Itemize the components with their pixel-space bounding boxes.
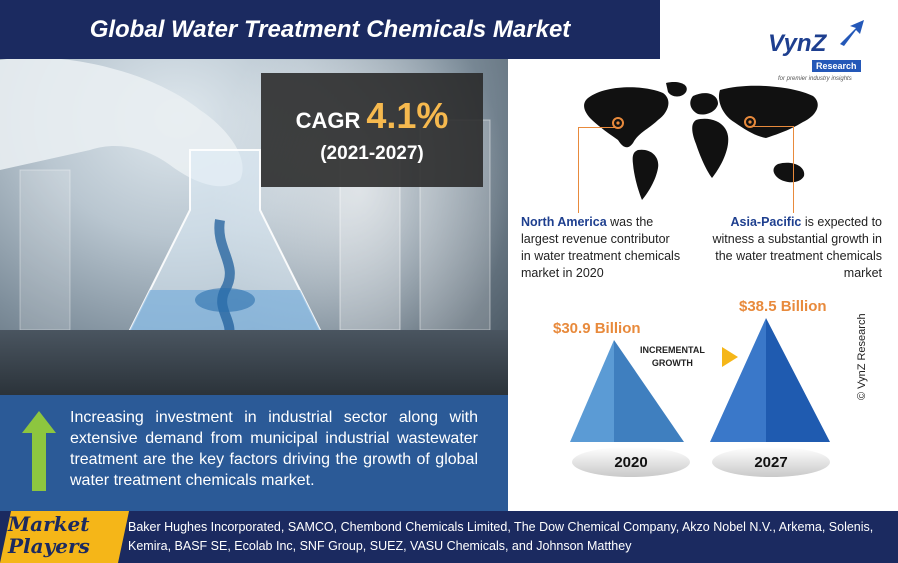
north-america-text: North America was the largest revenue co… xyxy=(521,214,681,282)
incremental-growth-label: INCREMENTAL GROWTH xyxy=(640,344,705,370)
photo-floor xyxy=(0,330,508,395)
market-value-2027: $38.5 Billion xyxy=(739,298,827,315)
pyramid-2027-left xyxy=(710,318,766,442)
logo-sub: Research xyxy=(812,60,861,72)
cagr-box: CAGR 4.1% (2021-2027) xyxy=(261,73,483,187)
asia-pacific-text: Asia-Pacific is expected to witness a su… xyxy=(712,214,882,282)
pyramid-2027-right xyxy=(766,318,830,442)
drivers-text: Increasing investment in industrial sect… xyxy=(70,409,478,489)
na-leader-line xyxy=(578,127,618,213)
logo-tagline: for premier industry insights xyxy=(778,76,852,82)
logo-name: VynZ xyxy=(768,30,827,57)
north-america-label: North America xyxy=(521,215,607,229)
market-players-list: Baker Hughes Incorporated, SAMCO, Chembo… xyxy=(128,520,874,553)
growth-up-arrow-icon xyxy=(22,411,56,491)
drivers-panel: Increasing investment in industrial sect… xyxy=(0,395,508,511)
ap-leader-line xyxy=(750,126,794,213)
market-players-label: Market Players xyxy=(8,513,118,557)
pyramid-2020-left xyxy=(570,340,614,442)
incremental-growth-line2: GROWTH xyxy=(651,358,693,368)
market-players-footer: Market Players Baker Hughes Incorporated… xyxy=(0,511,898,563)
asia-pacific-label: Asia-Pacific xyxy=(730,215,802,229)
incremental-growth-line1: INCREMENTAL xyxy=(640,345,705,355)
incremental-arrow-icon xyxy=(722,347,738,367)
asia-pacific-description: is expected to witness a substantial gro… xyxy=(712,215,882,280)
vynz-logo: VynZ Research for premier industry insig… xyxy=(750,12,880,90)
logo-arrow-icon xyxy=(840,20,864,46)
cagr-period: (2021-2027) xyxy=(320,143,424,164)
page-title: Global Water Treatment Chemicals Market xyxy=(89,15,571,43)
cagr-line: CAGR 4.1% xyxy=(296,95,449,137)
lab-photo xyxy=(0,0,508,395)
title-bar: Global Water Treatment Chemicals Market xyxy=(0,0,660,59)
copyright-text: © VynZ Research xyxy=(856,313,868,400)
north-america-description: was the largest revenue contributor in w… xyxy=(521,215,681,280)
market-value-2020: $30.9 Billion xyxy=(553,320,641,337)
year-label-2020: 2020 xyxy=(572,447,690,477)
cagr-value: 4.1% xyxy=(366,95,449,136)
year-label-2027: 2027 xyxy=(712,447,830,477)
cagr-label: CAGR xyxy=(295,108,361,133)
world-map-icon xyxy=(584,82,818,200)
market-players-label-line1: Market xyxy=(8,512,90,536)
market-players-label-line2: Players xyxy=(8,534,90,558)
